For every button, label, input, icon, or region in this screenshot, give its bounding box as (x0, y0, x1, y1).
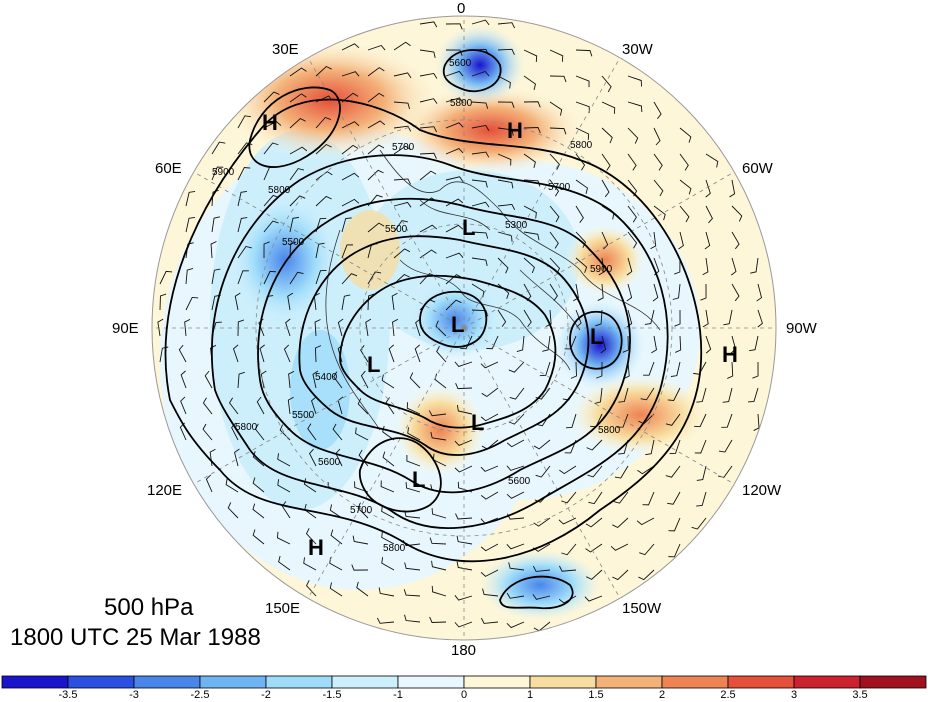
colorbar-box (1, 675, 69, 689)
contour-label: 5600 (449, 58, 472, 69)
colorbar-tick-label: -3.5 (58, 689, 78, 701)
longitude-label-150e: 150E (265, 600, 301, 617)
colorbar-box (793, 675, 861, 689)
longitude-label-0: 0 (457, 0, 466, 17)
colorbar-tick-label: 0 (460, 689, 468, 701)
contour-label: 5700 (350, 505, 373, 516)
colorbar-box (859, 675, 927, 689)
height-contours (164, 49, 703, 610)
colorbar-tick-label: -1.5 (322, 689, 342, 701)
contour-label: 5800 (383, 543, 406, 554)
datetime-caption: 1800 UTC 25 Mar 1988 (10, 624, 261, 651)
contour-label: 5800 (450, 98, 473, 109)
colorbar-tick-label: 1.5 (588, 689, 604, 701)
colorbar-box (727, 675, 795, 689)
colorbar-box (595, 675, 663, 689)
colorbar-box (397, 675, 465, 689)
high-center-marker: H (262, 110, 278, 135)
contour-label: 5600 (318, 457, 341, 468)
contour-label: 5800 (598, 425, 621, 436)
colorbar-tick-label: -1 (393, 689, 403, 701)
contour-label: 5700 (548, 182, 571, 193)
contour-label: 5800 (268, 185, 291, 196)
colorbar-box (133, 675, 201, 689)
contour-label: 5900 (212, 167, 235, 178)
longitude-label-60e: 60E (155, 160, 182, 177)
longitude-label-30w: 30W (622, 41, 653, 58)
colorbar-tick-label: -2 (261, 689, 271, 701)
anomaly-shading (152, 16, 776, 640)
colorbar-tick-label: 2.5 (720, 689, 736, 701)
colorbar-box (331, 675, 399, 689)
longitude-label-120e: 120E (147, 482, 183, 499)
colorbar-tick-label: 3.5 (852, 689, 868, 701)
colorbar (1, 675, 927, 689)
longitude-label-60w: 60W (742, 160, 773, 177)
low-center-marker: L (590, 324, 603, 349)
longitude-label-30e: 30E (272, 41, 299, 58)
colorbar-box (265, 675, 333, 689)
colorbar-box (199, 675, 267, 689)
high-center-marker: H (507, 118, 523, 143)
contour-label-group: 5600 5800 5700 5300 5500 5800 5900 5800 … (212, 58, 621, 554)
contour-label: 5800 (570, 140, 593, 151)
contour-label: 5500 (292, 410, 315, 421)
colorbar-tick-label: 3 (790, 689, 798, 701)
low-center-marker: L (451, 312, 464, 337)
contour-label: 5500 (385, 224, 408, 235)
low-center-marker: L (462, 215, 475, 240)
high-center-marker: H (722, 342, 738, 367)
longitude-label-120w: 120W (742, 482, 782, 499)
longitude-label-90w: 90W (786, 320, 817, 337)
colorbar-box (529, 675, 597, 689)
contour-label: 5700 (392, 142, 415, 153)
colorbar-box (463, 675, 531, 689)
colorbar-tick-label: 2 (658, 689, 666, 701)
colorbar-tick-label: -2.5 (190, 689, 210, 701)
low-center-marker: L (471, 410, 484, 435)
longitude-label-150w: 150W (622, 600, 662, 617)
longitude-label-180: 180 (451, 642, 477, 659)
colorbar-box (67, 675, 135, 689)
contour-label: 5800 (235, 422, 258, 433)
contour-label: 5400 (315, 372, 338, 383)
map-border (151, 15, 777, 641)
contour-label: 5600 (508, 476, 531, 487)
pressure-level-caption: 500 hPa (104, 594, 194, 621)
high-center-marker: H (308, 535, 324, 560)
low-center-marker: L (412, 467, 425, 492)
colorbar-tick-label: 1 (526, 689, 534, 701)
contour-label: 5500 (282, 237, 305, 248)
longitude-label-90e: 90E (112, 320, 139, 337)
low-center-marker: L (367, 352, 380, 377)
pressure-centers: H H H H L L L L L L (262, 110, 738, 560)
contour-label: 5900 (590, 264, 613, 275)
colorbar-tick-label: -3 (129, 689, 139, 701)
contour-label: 5300 (505, 220, 528, 231)
colorbar-box (661, 675, 729, 689)
